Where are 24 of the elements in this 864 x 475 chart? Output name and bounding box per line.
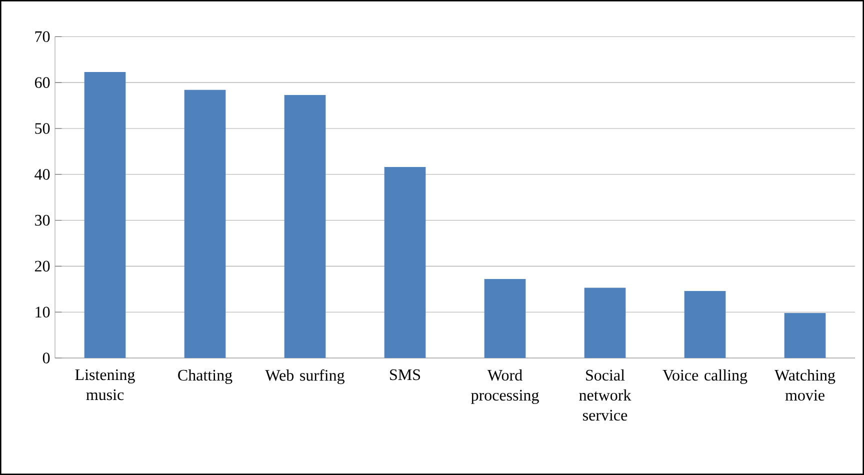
x-tick-label: Watching movie bbox=[774, 369, 836, 401]
y-tick-label: 20 bbox=[35, 260, 50, 272]
x-tick-label: Voice calling bbox=[662, 369, 748, 384]
bar bbox=[84, 72, 126, 358]
x-tick-label: Chatting bbox=[178, 369, 232, 384]
y-tick-label: 70 bbox=[35, 31, 50, 42]
bar bbox=[384, 167, 426, 358]
y-tick-label: 50 bbox=[35, 123, 50, 134]
bar bbox=[484, 279, 526, 358]
bar bbox=[584, 288, 626, 358]
bar bbox=[684, 290, 726, 358]
y-tick-label: 60 bbox=[34, 77, 50, 88]
x-tick-label: SMS bbox=[390, 369, 420, 380]
x-tick-label: Word processing bbox=[471, 369, 539, 404]
bar bbox=[184, 90, 226, 358]
bar bbox=[784, 313, 826, 358]
x-tick-label: Listening music bbox=[75, 369, 135, 400]
x-tick-label: Web surfing bbox=[265, 369, 344, 384]
y-tick-label: 0 bbox=[42, 352, 50, 364]
bar bbox=[284, 94, 326, 358]
y-tick-label: 10 bbox=[36, 306, 50, 318]
x-tick-label: Social network service bbox=[579, 369, 632, 421]
y-tick-label: 40 bbox=[34, 168, 50, 180]
y-tick-label: 30 bbox=[35, 214, 50, 226]
